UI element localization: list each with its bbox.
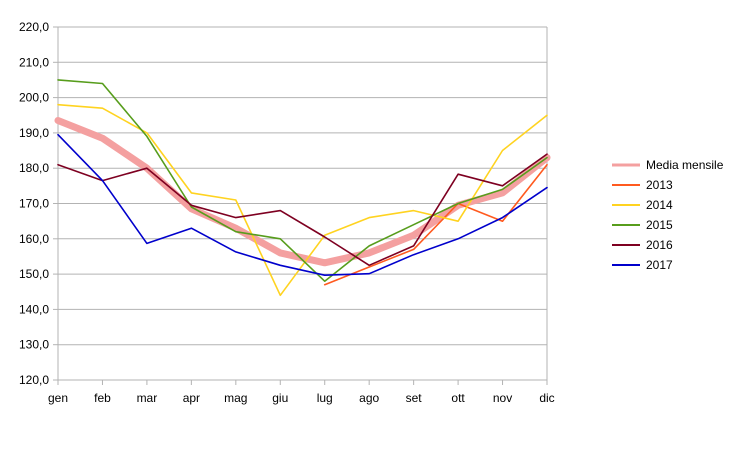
x-tick-label: giu <box>272 391 288 405</box>
x-tick-label: set <box>406 391 423 405</box>
legend-label: 2017 <box>646 258 673 272</box>
x-tick-label: ago <box>359 391 379 405</box>
x-tick-label: gen <box>48 391 68 405</box>
x-tick-label: nov <box>493 391 512 405</box>
legend-label: 2016 <box>646 238 673 252</box>
series-line-2017 <box>57 133 548 277</box>
legend-label: Media mensile <box>646 158 724 172</box>
y-tick-label: 150,0 <box>19 267 49 281</box>
y-tick-label: 140,0 <box>19 302 49 316</box>
y-tick-label: 180,0 <box>19 161 49 175</box>
x-tick-label: dic <box>539 391 554 405</box>
x-tick-label: mar <box>137 391 158 405</box>
y-axis: 120,0 130,0 140,0 150,0 160,0 170,0 180,0 190,0… <box>19 20 59 387</box>
y-tick-label: 130,0 <box>19 338 49 352</box>
x-tick-label: feb <box>94 391 111 405</box>
x-axis: gen feb mar apr mag giu lug ago set ott nov dic <box>48 380 555 405</box>
y-tick-label: 170,0 <box>19 197 49 211</box>
y-tick-label: 120,0 <box>19 373 49 387</box>
y-tick-label: 190,0 <box>19 126 49 140</box>
legend-label: 2013 <box>646 178 673 192</box>
legend: Media mensile 2013 2014 2015 2016 2017 <box>612 158 724 272</box>
legend-label: 2014 <box>646 198 673 212</box>
series-line-2016 <box>57 153 548 267</box>
series-line-2015 <box>57 79 548 283</box>
series-line-media-mensile <box>54 117 551 267</box>
y-tick-label: 200,0 <box>19 91 49 105</box>
x-tick-label: apr <box>183 391 200 405</box>
series-lines <box>54 79 551 297</box>
x-tick-label: lug <box>317 391 333 405</box>
grid-lines <box>58 26 548 381</box>
y-tick-label: 160,0 <box>19 232 49 246</box>
y-tick-label: 210,0 <box>19 55 49 69</box>
y-tick-label: 220,0 <box>19 20 49 34</box>
legend-label: 2015 <box>646 218 673 232</box>
x-tick-label: mag <box>224 391 247 405</box>
x-tick-label: ott <box>451 391 465 405</box>
